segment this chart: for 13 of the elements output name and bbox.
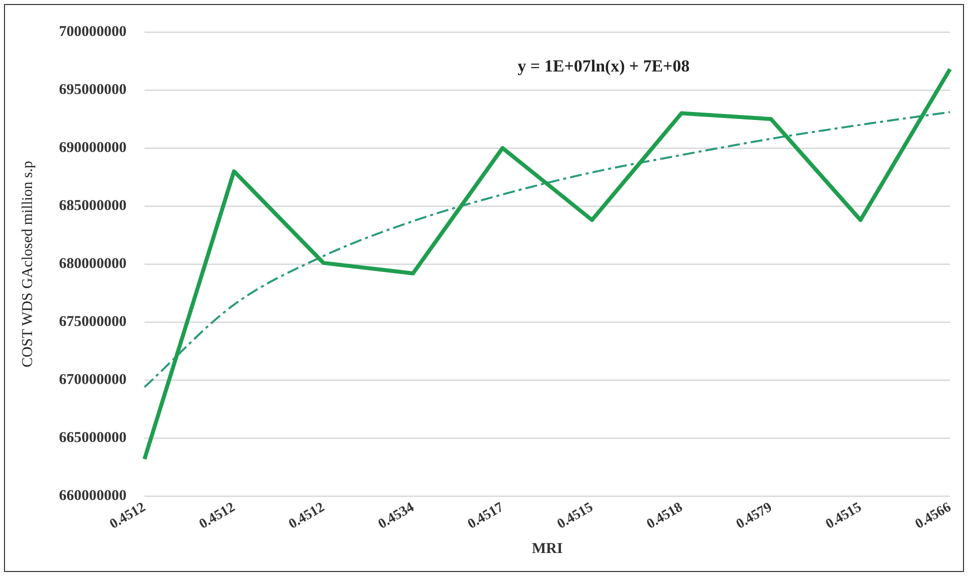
y-tick-label: 690000000 [59,140,126,156]
annotation: y = 1E+07ln(x) + 7E+08 [518,56,690,76]
y-tick-label: 680000000 [59,256,126,272]
y-tick-label: 670000000 [59,372,126,388]
y-tick-label: 665000000 [59,430,126,446]
y-tick-label: 660000000 [59,488,126,504]
y-axis-title: COST WDS GAclosed million s.p [20,160,36,368]
x-axis-title: MRI [532,540,563,557]
line-series [144,111,951,388]
y-tick-label: 700000000 [59,24,126,40]
y-tick-label: 695000000 [59,82,126,98]
y-tick-label: 675000000 [59,314,126,330]
y-tick-label: 685000000 [59,198,126,214]
